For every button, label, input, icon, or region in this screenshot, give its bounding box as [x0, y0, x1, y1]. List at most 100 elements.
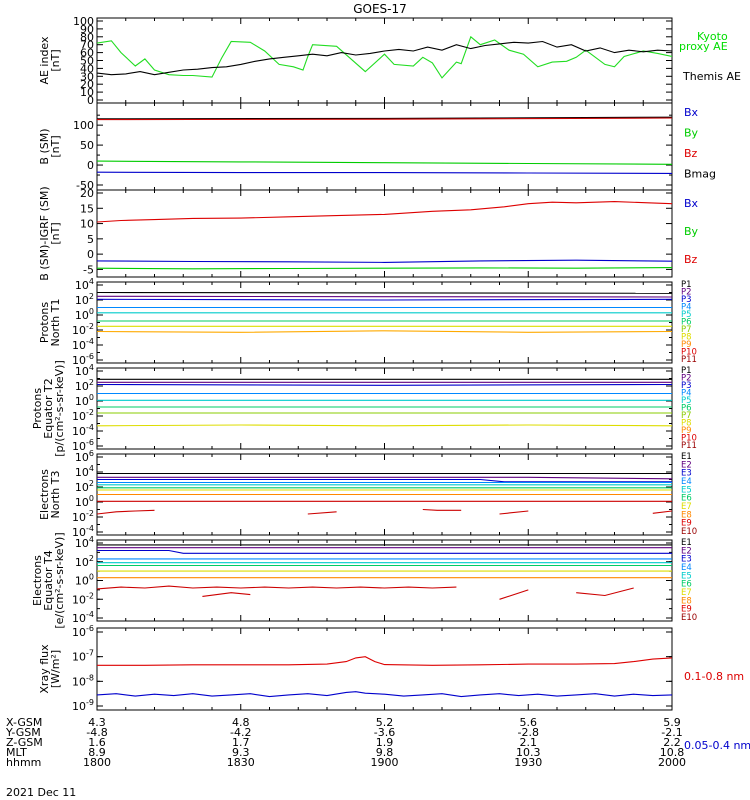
y-tick-label: 60	[80, 47, 94, 60]
series-bz	[97, 201, 672, 223]
x-axis-value: 10.8	[660, 746, 685, 759]
legend-entry: Bx	[684, 197, 699, 210]
y-tick-label: 102	[75, 479, 94, 494]
y-tick-label: 100	[75, 573, 94, 588]
panel-frame	[96, 627, 673, 711]
y-tick-label: 10-4	[72, 610, 94, 625]
y-tick-label: 104	[75, 363, 94, 378]
x-axis-value: 2000	[658, 756, 686, 769]
y-tick-label: -50	[76, 179, 94, 192]
legend-entry: P4	[681, 303, 692, 313]
series-0-1-0-8-nm	[97, 656, 672, 666]
y-tick-label: 0	[87, 248, 94, 261]
legend-entry: E4	[681, 477, 692, 487]
legend-entry: P10	[681, 434, 697, 444]
series-by	[97, 267, 672, 270]
x-axis-value: 8.9	[88, 746, 106, 759]
x-axis-value: 1900	[371, 756, 399, 769]
series-group	[97, 116, 672, 174]
y-axis-label: Electrons	[31, 555, 44, 606]
y-axis-label: North T1	[49, 299, 62, 347]
series-bz	[97, 117, 672, 121]
legend-entry: E5	[681, 485, 692, 495]
legend-entry: P1	[681, 280, 692, 290]
y-tick-label: 20	[80, 187, 94, 200]
y-axis-label: Equator T4	[42, 550, 55, 610]
series-group	[97, 378, 672, 427]
y-tick-label: -5	[83, 263, 94, 276]
y-axis-label: Protons	[38, 302, 51, 343]
series-group	[97, 201, 672, 270]
y-axis-label: Xray flux	[38, 644, 51, 694]
legend-entry: E10	[681, 527, 697, 537]
y-tick-label: 50	[80, 55, 94, 68]
legend-entry: E5	[681, 571, 692, 581]
x-axis-value: 9.3	[232, 746, 250, 759]
legend-entry: P9	[681, 340, 692, 350]
legend-entry: P11	[681, 441, 697, 451]
series-e10-b	[307, 511, 337, 515]
y-tick-label: 10-2	[72, 322, 94, 337]
legend-entry: P2	[681, 374, 692, 384]
y-tick-label: 10	[80, 86, 94, 99]
series-p8	[97, 330, 672, 333]
legend-entry: P8	[681, 419, 692, 429]
x-axis-value: 5.9	[663, 716, 681, 729]
y-axis-label: Protons	[31, 388, 44, 429]
y-axis-label: [nT]	[49, 49, 62, 71]
panel-frame	[96, 539, 673, 622]
x-axis-value: 2.2	[663, 736, 681, 749]
y-tick-label: 30	[80, 70, 94, 83]
panel-3: -5 0 5 10 15 20 B (SM)-IGRF (SM)[nT] Bx By Bz	[38, 186, 699, 280]
legend-entry: P2	[681, 288, 692, 298]
legend-entry: E4	[681, 563, 692, 573]
y-tick-label: 100	[73, 119, 94, 132]
y-tick-label: 10-8	[72, 673, 94, 688]
legend-entry: Bz	[684, 147, 698, 160]
series-p2	[97, 295, 672, 298]
y-tick-label: 5	[87, 233, 94, 246]
series-e10-b	[499, 589, 529, 600]
x-axis-value: -2.8	[518, 726, 539, 739]
y-axis-label: Equator T2	[42, 378, 55, 438]
legend-entry: Themis AE	[682, 70, 741, 83]
x-axis-value: -3.6	[374, 726, 395, 739]
legend-entry: Bmag	[684, 168, 716, 181]
legend-entry: P9	[681, 426, 692, 436]
legend-entry: By	[684, 225, 699, 238]
series-e10-c	[422, 508, 462, 511]
legend-entry: proxy AE	[679, 40, 728, 53]
y-axis-label: North T3	[49, 471, 62, 519]
y-tick-label: 104	[75, 464, 94, 479]
x-axis-value: 1.9	[376, 736, 394, 749]
y-tick-label: 102	[75, 554, 94, 569]
x-axis-value: 4.3	[88, 716, 106, 729]
series-kyoto-proxy-ae	[97, 35, 672, 79]
y-axis-label: [nT]	[49, 222, 62, 244]
y-tick-label: 0	[87, 159, 94, 172]
x-axis-table: X-GSM 4.3 4.8 5.2 5.6 5.9 Y-GSM -4.8 -4.2 -3.6 -2.…	[5, 716, 686, 769]
x-axis-value: 4.8	[232, 716, 250, 729]
y-tick-label: 10	[80, 218, 94, 231]
legend: Bx By Bz	[684, 197, 699, 266]
legend-entry: P1	[681, 366, 692, 376]
legend-entry: E3	[681, 555, 692, 565]
legend-entry: P10	[681, 348, 697, 358]
panel-frame	[96, 102, 673, 191]
x-axis-value: 5.2	[376, 716, 394, 729]
y-tick-label: 104	[75, 277, 94, 292]
y-tick-label: 40	[80, 62, 94, 75]
series-themis-ae	[97, 40, 672, 76]
legend-entry: Bx	[684, 106, 699, 119]
series-e10-c	[576, 587, 634, 597]
legend-entry: Bz	[684, 253, 698, 266]
y-axis-label: B (SM)-IGRF (SM)	[38, 186, 51, 280]
y-tick-label: 20	[80, 78, 94, 91]
legend-entry: P4	[681, 389, 692, 399]
legend-entry: E9	[681, 605, 692, 615]
y-axis-label: [e/(cm²-s-sr-keV)]	[53, 532, 66, 628]
y-tick-label: 10-4	[72, 423, 94, 438]
y-tick-label: 15	[80, 202, 94, 215]
